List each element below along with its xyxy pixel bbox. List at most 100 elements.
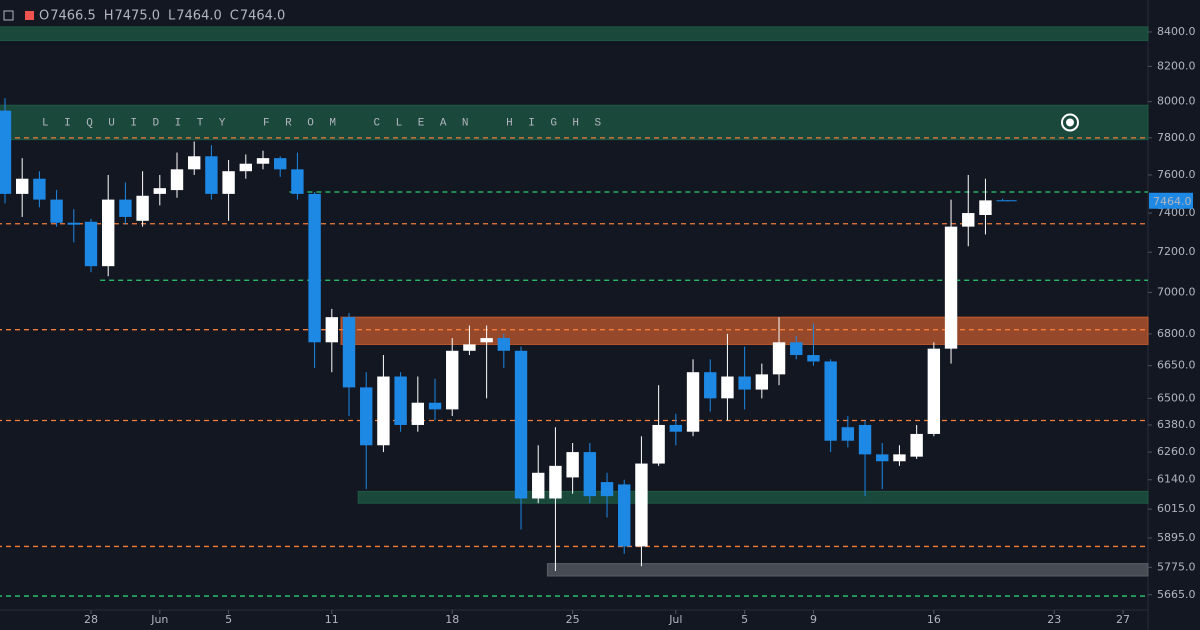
candle-body xyxy=(790,342,803,356)
candle-body xyxy=(566,452,579,478)
y-tick-label: 5775.0 xyxy=(1157,560,1196,573)
candle-body xyxy=(170,169,184,191)
ohlc-value: 7464.0 xyxy=(176,9,222,24)
candle-body xyxy=(308,193,321,343)
candle-body xyxy=(600,482,614,497)
x-tick-label: 27 xyxy=(1116,613,1130,626)
candle-body xyxy=(549,465,562,499)
x-tick-label: 16 xyxy=(927,613,941,626)
candle-body xyxy=(84,221,98,267)
collapse-icon[interactable] xyxy=(3,10,14,21)
y-tick-label: 6260.0 xyxy=(1157,445,1196,458)
candle-body xyxy=(618,484,631,547)
candle-body xyxy=(497,338,511,351)
ohlc-value: 7464.0 xyxy=(240,9,286,24)
last-price-tag xyxy=(1149,192,1193,209)
x-tick-label: 5 xyxy=(741,613,748,626)
x-tick-label: 11 xyxy=(325,613,339,626)
candle-body xyxy=(858,424,872,455)
x-tick-label: Jul xyxy=(668,613,682,626)
candle-body xyxy=(67,222,80,225)
candle-body xyxy=(256,158,270,164)
candle-body xyxy=(910,433,923,457)
y-tick-label: 6800.0 xyxy=(1157,327,1196,340)
candle-body xyxy=(33,178,46,200)
zone xyxy=(0,26,1149,41)
candle-body xyxy=(377,376,390,446)
x-tick-label: 5 xyxy=(225,613,232,626)
zone-label: LIQUIDITY FROM CLEAN HIGHS xyxy=(42,117,617,129)
candle-body xyxy=(446,350,459,410)
x-tick-label: Jun xyxy=(150,613,168,626)
candle-body xyxy=(841,427,855,441)
y-tick-label: 7400.0 xyxy=(1157,206,1196,219)
candle-body xyxy=(635,463,648,547)
y-tick-label: 8000.0 xyxy=(1157,95,1196,108)
candle-body xyxy=(944,226,958,349)
candle-body xyxy=(15,178,29,194)
y-tick-label: 6140.0 xyxy=(1157,473,1196,486)
candle-body xyxy=(996,200,1009,202)
zone-icon xyxy=(1066,118,1074,127)
ohlc-key: H xyxy=(104,9,114,24)
y-tick-label: 6500.0 xyxy=(1157,391,1196,404)
candle-body xyxy=(274,158,287,170)
x-tick-label: 18 xyxy=(445,613,459,626)
x-tick-label: 23 xyxy=(1047,613,1061,626)
y-tick-label: 5895.0 xyxy=(1157,531,1196,544)
candle-body xyxy=(50,199,63,223)
candle-body xyxy=(721,376,734,399)
y-tick-label: 7800.0 xyxy=(1157,131,1196,144)
y-tick-label: 7000.0 xyxy=(1157,285,1196,298)
candle-body xyxy=(325,317,339,343)
x-tick-label: 25 xyxy=(566,613,580,626)
candle-body xyxy=(755,374,769,390)
candle-body xyxy=(463,344,476,351)
last-price-label: 7464.0 xyxy=(1153,195,1192,208)
zone xyxy=(340,316,1149,345)
candle-body xyxy=(876,454,889,462)
candle-body xyxy=(102,199,115,267)
candle-body xyxy=(394,376,407,425)
candle-body xyxy=(927,348,941,434)
zone-icon xyxy=(1061,113,1079,132)
zone xyxy=(546,563,1149,577)
candle-body xyxy=(824,361,837,441)
candle-body xyxy=(342,317,356,388)
ohlc-key: O xyxy=(39,9,49,24)
zone xyxy=(0,104,1149,141)
y-tick-label: 7200.0 xyxy=(1157,245,1196,258)
y-tick-label: 7600.0 xyxy=(1157,168,1196,181)
candle-body xyxy=(979,200,992,215)
candle-body xyxy=(807,355,820,362)
zone xyxy=(357,490,1149,504)
candle-body xyxy=(153,188,166,194)
y-tick-label: 5665.0 xyxy=(1157,588,1196,601)
y-tick-label: 6650.0 xyxy=(1157,359,1196,372)
candle-body xyxy=(669,424,683,432)
candle-body xyxy=(136,195,149,221)
y-tick-label: 6015.0 xyxy=(1157,502,1196,515)
candle-body xyxy=(360,387,373,446)
symbol-icon xyxy=(25,11,34,20)
ohlc-value: 7466.5 xyxy=(50,9,96,24)
y-tick-label: 6380.0 xyxy=(1157,418,1196,431)
candle-body xyxy=(239,163,252,172)
candle-body xyxy=(893,454,906,462)
candle-body xyxy=(652,424,665,464)
y-tick-label: 8200.0 xyxy=(1157,59,1196,72)
candle-body xyxy=(205,156,218,194)
candle-body xyxy=(583,452,597,497)
x-tick-label: 28 xyxy=(84,613,98,626)
candle-body xyxy=(411,402,425,425)
candle-body xyxy=(962,213,975,227)
candle-body xyxy=(222,171,235,194)
candle-body xyxy=(532,472,545,499)
candle-body xyxy=(428,402,442,410)
candle-body xyxy=(514,350,528,499)
candle-body xyxy=(686,372,700,432)
ohlc-value: 7475.0 xyxy=(115,9,161,24)
